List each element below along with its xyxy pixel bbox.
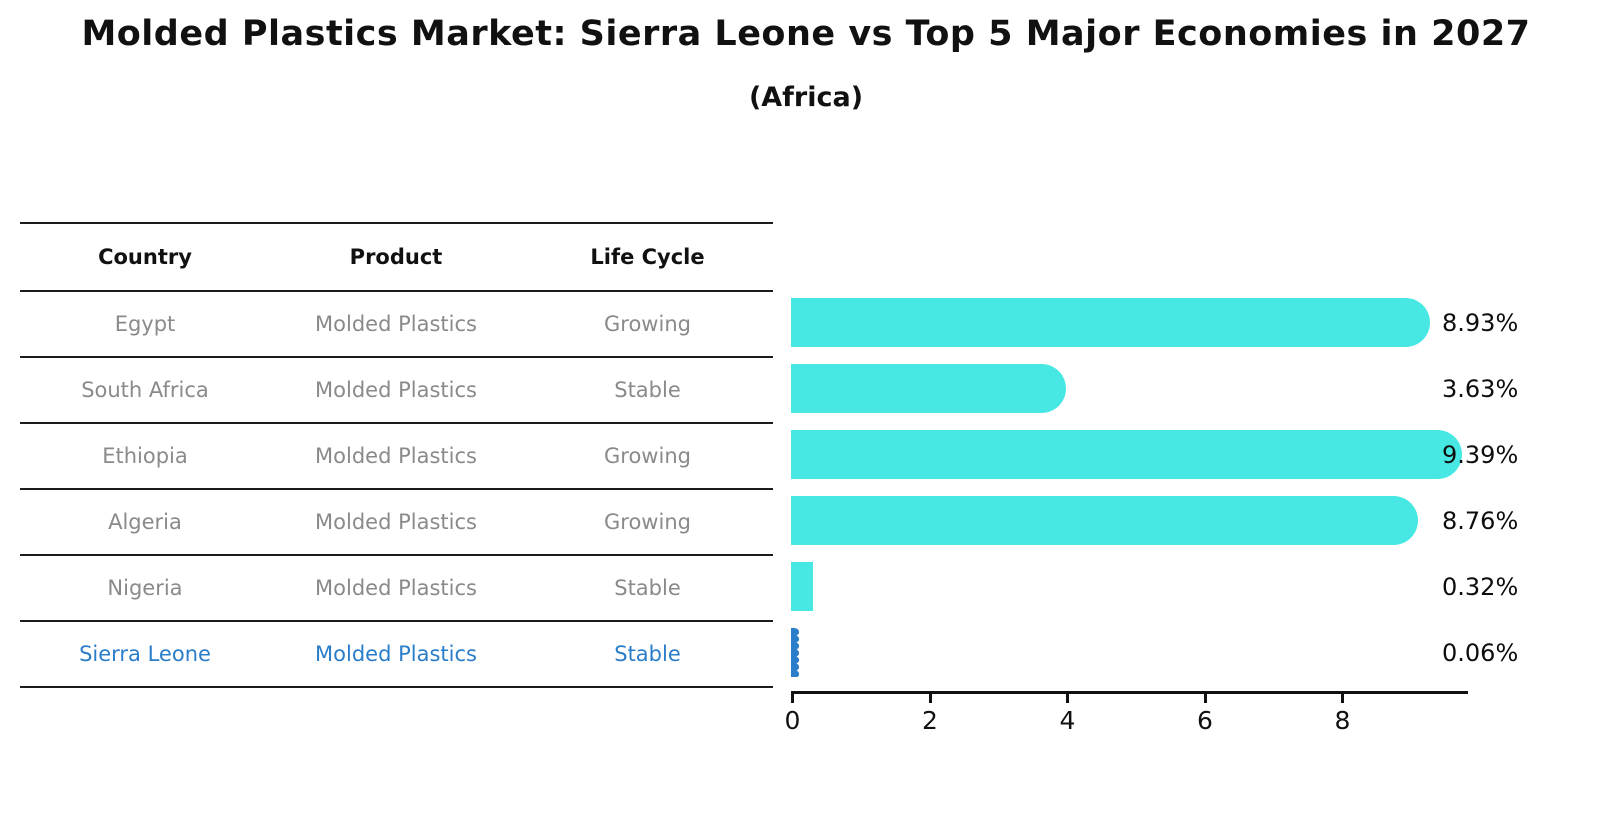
x-tick-label: 0 xyxy=(784,706,801,735)
column-header-product: Product xyxy=(349,245,443,269)
bar xyxy=(791,430,1462,479)
x-tick xyxy=(1203,694,1207,703)
table-cell-product: Molded Plastics xyxy=(315,510,477,534)
chart-row xyxy=(791,488,1491,554)
table-cell-product: Molded Plastics xyxy=(315,378,477,402)
table-cell-country: Algeria xyxy=(108,510,182,534)
table-cell-country: Ethiopia xyxy=(102,444,188,468)
table-row: Ethiopia Molded Plastics Growing xyxy=(20,424,773,490)
chart-row xyxy=(791,620,1491,686)
table-cell-life-cycle: Growing xyxy=(604,444,691,468)
chart-row xyxy=(791,290,1491,356)
bar xyxy=(791,364,1066,413)
table-cell-country: Nigeria xyxy=(107,576,183,600)
x-tick-label: 8 xyxy=(1334,706,1351,735)
bar-value-label: 8.76% xyxy=(1442,507,1519,535)
table-cell-product: Molded Plastics xyxy=(315,312,477,336)
x-tick-label: 4 xyxy=(1059,706,1076,735)
bar-value-label: 8.93% xyxy=(1442,309,1519,337)
bar-value-labels: 8.93% 3.63% 9.39% 8.76% 0.32% 0.06% xyxy=(1442,290,1610,686)
column-header-life-cycle: Life Cycle xyxy=(590,245,705,269)
country-table: Country Product Life Cycle Egypt Molded P… xyxy=(20,222,773,688)
table-cell-life-cycle: Growing xyxy=(604,312,691,336)
table-row: Sierra Leone Molded Plastics Stable xyxy=(20,622,773,688)
table-cell-product: Molded Plastics xyxy=(315,576,477,600)
bar-value-label: 9.39% xyxy=(1442,441,1519,469)
bar-value-label: 0.32% xyxy=(1442,573,1519,601)
table-row: South Africa Molded Plastics Stable xyxy=(20,358,773,424)
column-header-country: Country xyxy=(98,245,192,269)
x-axis-line xyxy=(791,691,1468,694)
bar xyxy=(791,496,1419,545)
table-cell-life-cycle: Stable xyxy=(614,576,681,600)
table-cell-country: South Africa xyxy=(81,378,209,402)
x-axis-ticks: 0 2 4 6 8 xyxy=(785,694,1468,750)
scalloped-mini-bar xyxy=(791,628,800,678)
chart-row xyxy=(791,554,1491,620)
chart-row xyxy=(791,356,1491,422)
x-tick xyxy=(1066,694,1069,703)
bar xyxy=(791,562,813,611)
bar-value-label: 0.06% xyxy=(1442,639,1519,667)
table-cell-product: Molded Plastics xyxy=(315,444,477,468)
x-tick xyxy=(928,694,932,703)
table-cell-life-cycle: Stable xyxy=(614,378,681,402)
table-cell-life-cycle: Stable xyxy=(614,642,681,666)
table-cell-country: Sierra Leone xyxy=(79,642,211,666)
chart-row xyxy=(791,422,1491,488)
page-title: Molded Plastics Market: Sierra Leone vs … xyxy=(81,14,1531,54)
x-tick-label: 2 xyxy=(922,706,938,735)
table-row: Egypt Molded Plastics Growing xyxy=(20,292,773,358)
table-body: Egypt Molded Plastics Growing South Africa M… xyxy=(20,292,773,688)
x-tick-label: 6 xyxy=(1197,706,1213,735)
bar-plot-area xyxy=(791,290,1491,686)
page-subtitle: (Africa) xyxy=(748,82,864,113)
highlight-bar xyxy=(791,628,800,678)
table-cell-life-cycle: Growing xyxy=(604,510,691,534)
bar xyxy=(791,298,1430,347)
bar-value-label: 3.63% xyxy=(1442,375,1519,403)
table-row: Nigeria Molded Plastics Stable xyxy=(20,556,773,622)
table-cell-product: Molded Plastics xyxy=(315,642,477,666)
table-header-row: Country Product Life Cycle xyxy=(20,224,773,292)
x-tick xyxy=(791,694,794,703)
table-row: Algeria Molded Plastics Growing xyxy=(20,490,773,556)
x-tick xyxy=(1341,694,1344,703)
table-cell-country: Egypt xyxy=(114,312,176,336)
